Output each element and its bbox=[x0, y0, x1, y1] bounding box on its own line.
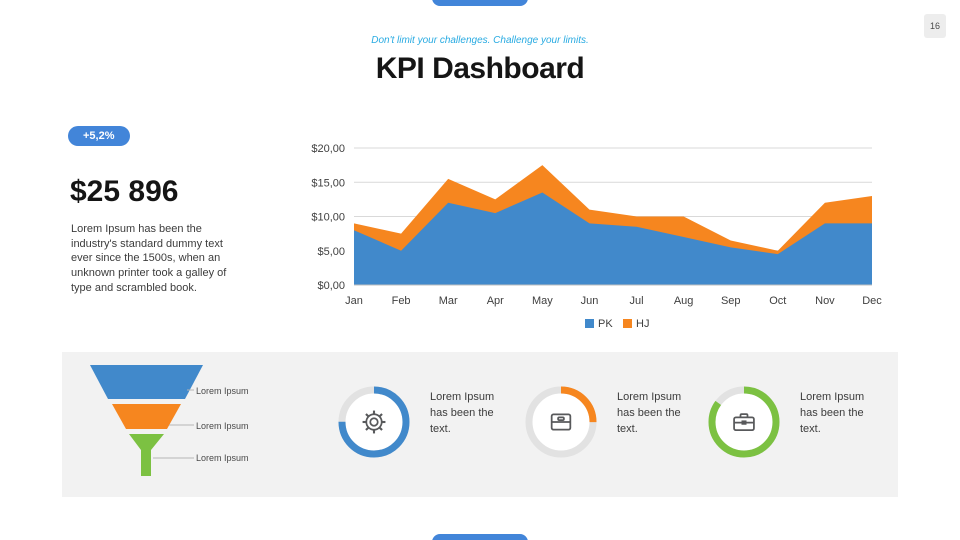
svg-text:Apr: Apr bbox=[487, 295, 504, 307]
funnel-label-2: Lorem Ipsum bbox=[196, 421, 249, 431]
svg-text:Nov: Nov bbox=[815, 295, 835, 307]
kpi-card-text-3: Lorem Ipsum has been the text. bbox=[800, 391, 865, 435]
svg-text:$20,00: $20,00 bbox=[311, 143, 345, 155]
svg-text:Dec: Dec bbox=[862, 295, 882, 307]
funnel-segment-1 bbox=[90, 365, 203, 399]
bottom-nav-pill[interactable] bbox=[432, 534, 528, 540]
stat-value: $25 896 bbox=[70, 175, 179, 208]
svg-text:$10,00: $10,00 bbox=[311, 212, 345, 224]
card-file-icon bbox=[550, 413, 572, 431]
svg-text:May: May bbox=[532, 295, 553, 307]
funnel-label-1: Lorem Ipsum bbox=[196, 386, 249, 396]
svg-text:$15,00: $15,00 bbox=[311, 177, 345, 189]
funnel-segment-2 bbox=[112, 404, 181, 429]
svg-text:Jan: Jan bbox=[345, 295, 363, 307]
svg-text:Feb: Feb bbox=[392, 295, 411, 307]
svg-text:HJ: HJ bbox=[636, 318, 649, 330]
svg-text:$0,00: $0,00 bbox=[317, 280, 345, 292]
svg-text:Sep: Sep bbox=[721, 295, 741, 307]
svg-text:Oct: Oct bbox=[769, 295, 786, 307]
funnel-label-3: Lorem Ipsum bbox=[196, 453, 249, 463]
gear-icon bbox=[362, 410, 386, 434]
funnel-chart bbox=[90, 365, 203, 476]
top-nav-pill[interactable] bbox=[432, 0, 528, 6]
chart-container: $0,00 $5,00 $10,00 $15,00 $20,00 Jan Feb Mar Apr… bbox=[300, 140, 890, 350]
slide-subtitle: Don't limit your challenges. Challenge y… bbox=[371, 35, 589, 46]
svg-text:$5,00: $5,00 bbox=[317, 246, 345, 258]
svg-text:Jun: Jun bbox=[581, 295, 599, 307]
briefcase-icon bbox=[733, 413, 755, 432]
svg-text:Aug: Aug bbox=[674, 295, 694, 307]
funnel-segment-3 bbox=[129, 434, 164, 476]
stat-description: Lorem Ipsum has been the industry's stan… bbox=[71, 223, 227, 294]
slide-number-badge: 16 bbox=[924, 14, 946, 38]
donut-ring-blue bbox=[338, 386, 410, 458]
svg-text:Jul: Jul bbox=[630, 295, 644, 307]
growth-badge: +5,2% bbox=[68, 126, 130, 146]
svg-text:Mar: Mar bbox=[439, 295, 458, 307]
svg-text:PK: PK bbox=[598, 318, 613, 330]
page-title: KPI Dashboard bbox=[375, 52, 585, 85]
kpi-card-text-1: Lorem Ipsum has been the text. bbox=[430, 391, 495, 435]
kpi-area-chart: $0,00 $5,00 $10,00 $15,00 $20,00 Jan Feb Mar Apr… bbox=[311, 143, 882, 330]
kpi-card-text-2: Lorem Ipsum has been the text. bbox=[617, 391, 682, 435]
